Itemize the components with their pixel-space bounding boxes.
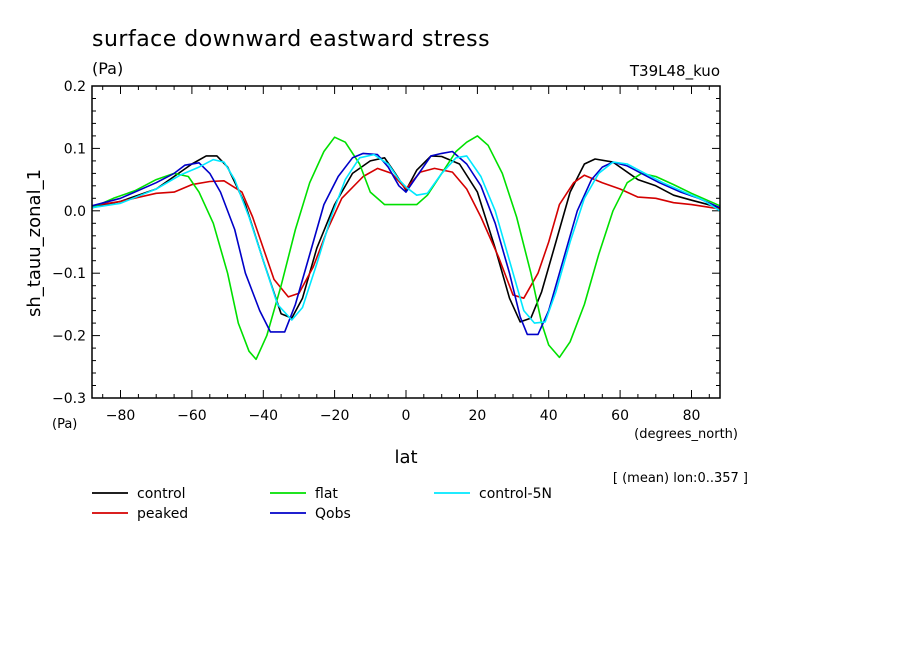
y-tick-label: −0.1 <box>52 266 86 282</box>
x-axis-label: lat <box>394 447 417 468</box>
series-line-qobs <box>91 150 721 336</box>
title-units: (Pa) <box>92 59 123 78</box>
legend-label-flat: flat <box>315 486 338 502</box>
y-tick-label: 0.0 <box>64 204 86 220</box>
series-line-control-5n <box>91 153 721 324</box>
chart-title: surface downward eastward stress <box>92 27 490 52</box>
model-label: T39L48_kuo <box>629 62 720 81</box>
legend: control peaked flat Qobs control-5N <box>92 486 552 522</box>
y-tick-label: −0.3 <box>52 391 86 407</box>
x-tick-label: 40 <box>540 408 558 424</box>
x-tick-label: 0 <box>402 408 411 424</box>
x-tick-label: −60 <box>177 408 207 424</box>
series-layer <box>91 135 721 361</box>
x-tick-label: 20 <box>468 408 486 424</box>
legend-label-qobs: Qobs <box>315 506 351 522</box>
x-tick-labels: −80 −60 −40 −20 0 20 40 60 80 <box>106 408 701 424</box>
x-tick-label: 80 <box>683 408 701 424</box>
y-tick-labels: −0.3 −0.2 −0.1 0.0 0.1 0.2 <box>52 79 86 407</box>
x-tick-label: −80 <box>106 408 136 424</box>
y-axis-label: sh_tauu_zonal_1 <box>24 169 45 317</box>
series-line-control <box>91 155 721 323</box>
y-units: (Pa) <box>52 417 77 432</box>
x-tick-label: −40 <box>249 408 279 424</box>
mean-note: [ (mean) lon:0..357 ] <box>613 471 748 486</box>
plot-frame <box>91 85 721 399</box>
legend-label-control: control <box>137 486 186 502</box>
x-tick-label: −20 <box>320 408 350 424</box>
y-tick-label: −0.2 <box>52 329 86 345</box>
y-tick-label: 0.1 <box>64 141 86 157</box>
legend-label-control-5n: control-5N <box>479 486 552 502</box>
y-tick-label: 0.2 <box>64 79 86 95</box>
legend-label-peaked: peaked <box>137 506 188 522</box>
x-tick-label: 60 <box>611 408 629 424</box>
series-line-flat <box>91 135 721 361</box>
x-units: (degrees_north) <box>634 427 738 442</box>
